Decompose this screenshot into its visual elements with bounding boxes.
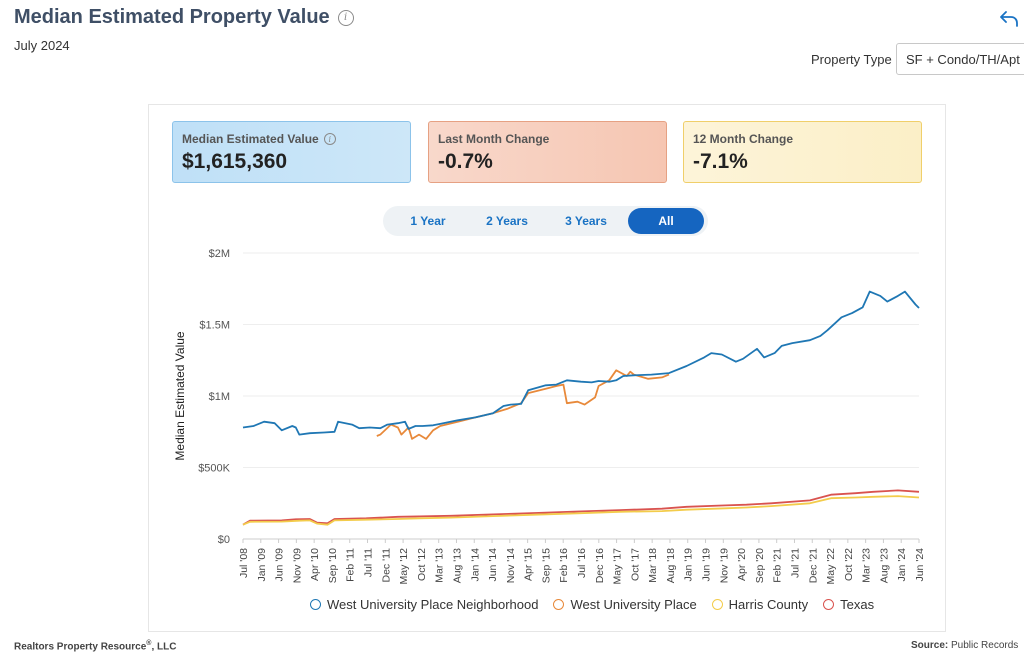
range-tab-1-year[interactable]: 1 Year	[410, 214, 446, 228]
kpi-label-text: Median Estimated Value	[182, 132, 319, 146]
x-tick-label: May '22	[825, 548, 837, 585]
x-tick-label: Jul '16	[576, 548, 588, 578]
legend-item[interactable]: West University Place Neighborhood	[310, 597, 538, 612]
x-tick-label: Feb '11	[345, 548, 357, 582]
x-tick-label: Jun '19	[701, 548, 713, 582]
x-tick-label: Sep '20	[754, 548, 766, 583]
footer-source-label: Source:	[911, 640, 949, 651]
x-tick-label: Jul '21	[789, 548, 801, 578]
x-tick-label: Jul '08	[238, 548, 250, 578]
x-tick-label: Apr '20	[736, 548, 748, 581]
chart-legend: West University Place Neighborhood West …	[310, 596, 889, 612]
x-tick-label: Mar '18	[647, 548, 659, 583]
page-subtitle: July 2024	[14, 38, 70, 53]
share-icon[interactable]	[999, 10, 1019, 28]
range-selector: 1 Year 2 Years 3 Years All	[383, 206, 708, 236]
range-tab-3-years[interactable]: 3 Years	[565, 214, 607, 228]
x-tick-label: Nov '14	[505, 548, 517, 583]
page-title-text: Median Estimated Property Value	[14, 6, 330, 28]
property-type-label: Property Type	[811, 52, 892, 67]
kpi-label: Median Estimated Value i	[182, 132, 410, 146]
line-chart: $0 $500K $1M $1.5M $2M Median Estimated Value…	[173, 248, 926, 585]
x-tick-label: Nov '19	[718, 548, 730, 583]
y-tick-label: $500K	[198, 463, 230, 475]
kpi-median-value: Median Estimated Value i $1,615,360	[172, 121, 411, 183]
x-tick-label: Mar '23	[861, 548, 873, 583]
legend-item[interactable]: Texas	[823, 597, 874, 612]
x-tick-label: Jan '19	[683, 548, 695, 582]
legend-swatch	[823, 598, 835, 610]
footer-source-value: Public Records	[951, 640, 1019, 651]
x-tick-label: Nov '09	[291, 548, 303, 583]
x-tick-label: Jan '09	[256, 548, 268, 582]
series-line	[242, 495, 920, 526]
y-tick-label: $0	[218, 534, 230, 546]
x-tick-label: Jan '14	[469, 548, 481, 582]
y-axis-label: Median Estimated Value	[173, 331, 187, 461]
kpi-value: -7.1%	[693, 150, 748, 173]
info-icon[interactable]: i	[337, 9, 354, 26]
x-tick-label: Dec '21	[807, 548, 819, 583]
kpi-label: 12 Month Change	[693, 132, 794, 146]
x-tick-label: Jun '24	[914, 548, 926, 582]
footer-registered-mark: ®	[146, 640, 152, 647]
footer-company-suffix: , LLC	[151, 641, 177, 652]
x-tick-label: May '17	[612, 548, 624, 585]
legend-item[interactable]: Harris County	[711, 596, 809, 612]
chart-card	[148, 104, 946, 632]
x-tick-label: Apr '15	[523, 548, 535, 581]
legend-item[interactable]: West University Place	[553, 596, 697, 612]
x-tick-label: Apr '10	[309, 548, 321, 581]
x-tick-label: Oct '12	[416, 548, 428, 581]
x-tick-label: Sep '10	[327, 548, 339, 583]
x-tick-label: Feb '21	[772, 548, 784, 583]
series-line	[376, 369, 670, 440]
x-tick-label: Oct '22	[843, 548, 855, 581]
kpi-label: Last Month Change	[438, 132, 550, 146]
legend-label: Harris County	[728, 596, 809, 612]
kpi-value: -0.7%	[438, 150, 493, 173]
y-tick-label: $1.5M	[199, 320, 230, 332]
x-tick-label: Oct '17	[629, 548, 641, 581]
kpi-value: $1,615,360	[182, 150, 288, 173]
legend-label: West University Place	[570, 596, 697, 612]
range-tab-2-years[interactable]: 2 Years	[486, 214, 528, 228]
legend-swatch	[553, 598, 565, 610]
x-tick-label: Aug '18	[665, 548, 677, 583]
range-tab-all[interactable]: All	[628, 208, 704, 234]
page-title: Median Estimated Property Value i	[14, 6, 354, 29]
legend-swatch	[310, 598, 321, 610]
kpi-12-month-change: 12 Month Change -7.1%	[683, 121, 922, 183]
x-tick-label: Dec '16	[594, 548, 606, 583]
legend-label: Texas	[840, 596, 875, 612]
x-tick-label: Sep '15	[540, 548, 552, 583]
series-line	[242, 489, 920, 526]
x-tick-label: Jun '14	[487, 548, 499, 582]
footer-company-name: Realtors Property Resource	[14, 641, 147, 652]
footer-company: Realtors Property Resource®, LLC	[14, 640, 176, 652]
y-tick-label: $1M	[209, 391, 230, 403]
x-tick-label: Jun '09	[274, 548, 286, 582]
legend-label: West University Place Neighborhood	[327, 596, 539, 612]
info-icon[interactable]: i	[323, 133, 336, 145]
x-tick-label: Jan '24	[896, 548, 908, 582]
legend-swatch	[711, 598, 723, 610]
y-tick-label: $2M	[209, 248, 230, 260]
kpi-last-month-change: Last Month Change -0.7%	[428, 121, 667, 183]
x-tick-label: Feb '16	[558, 548, 570, 583]
footer-source: Source: Public Records	[911, 640, 1018, 651]
x-tick-label: Mar '13	[434, 548, 446, 583]
series-line	[242, 290, 920, 436]
property-type-select[interactable]: SF + Condo/TH/Apt	[896, 43, 1024, 75]
x-tick-label: May '12	[398, 548, 410, 585]
x-tick-label: Dec '11	[380, 548, 392, 583]
x-tick-label: Aug '23	[878, 548, 890, 583]
x-tick-label: Jul '11	[363, 548, 375, 577]
x-tick-label: Aug '13	[451, 548, 463, 583]
